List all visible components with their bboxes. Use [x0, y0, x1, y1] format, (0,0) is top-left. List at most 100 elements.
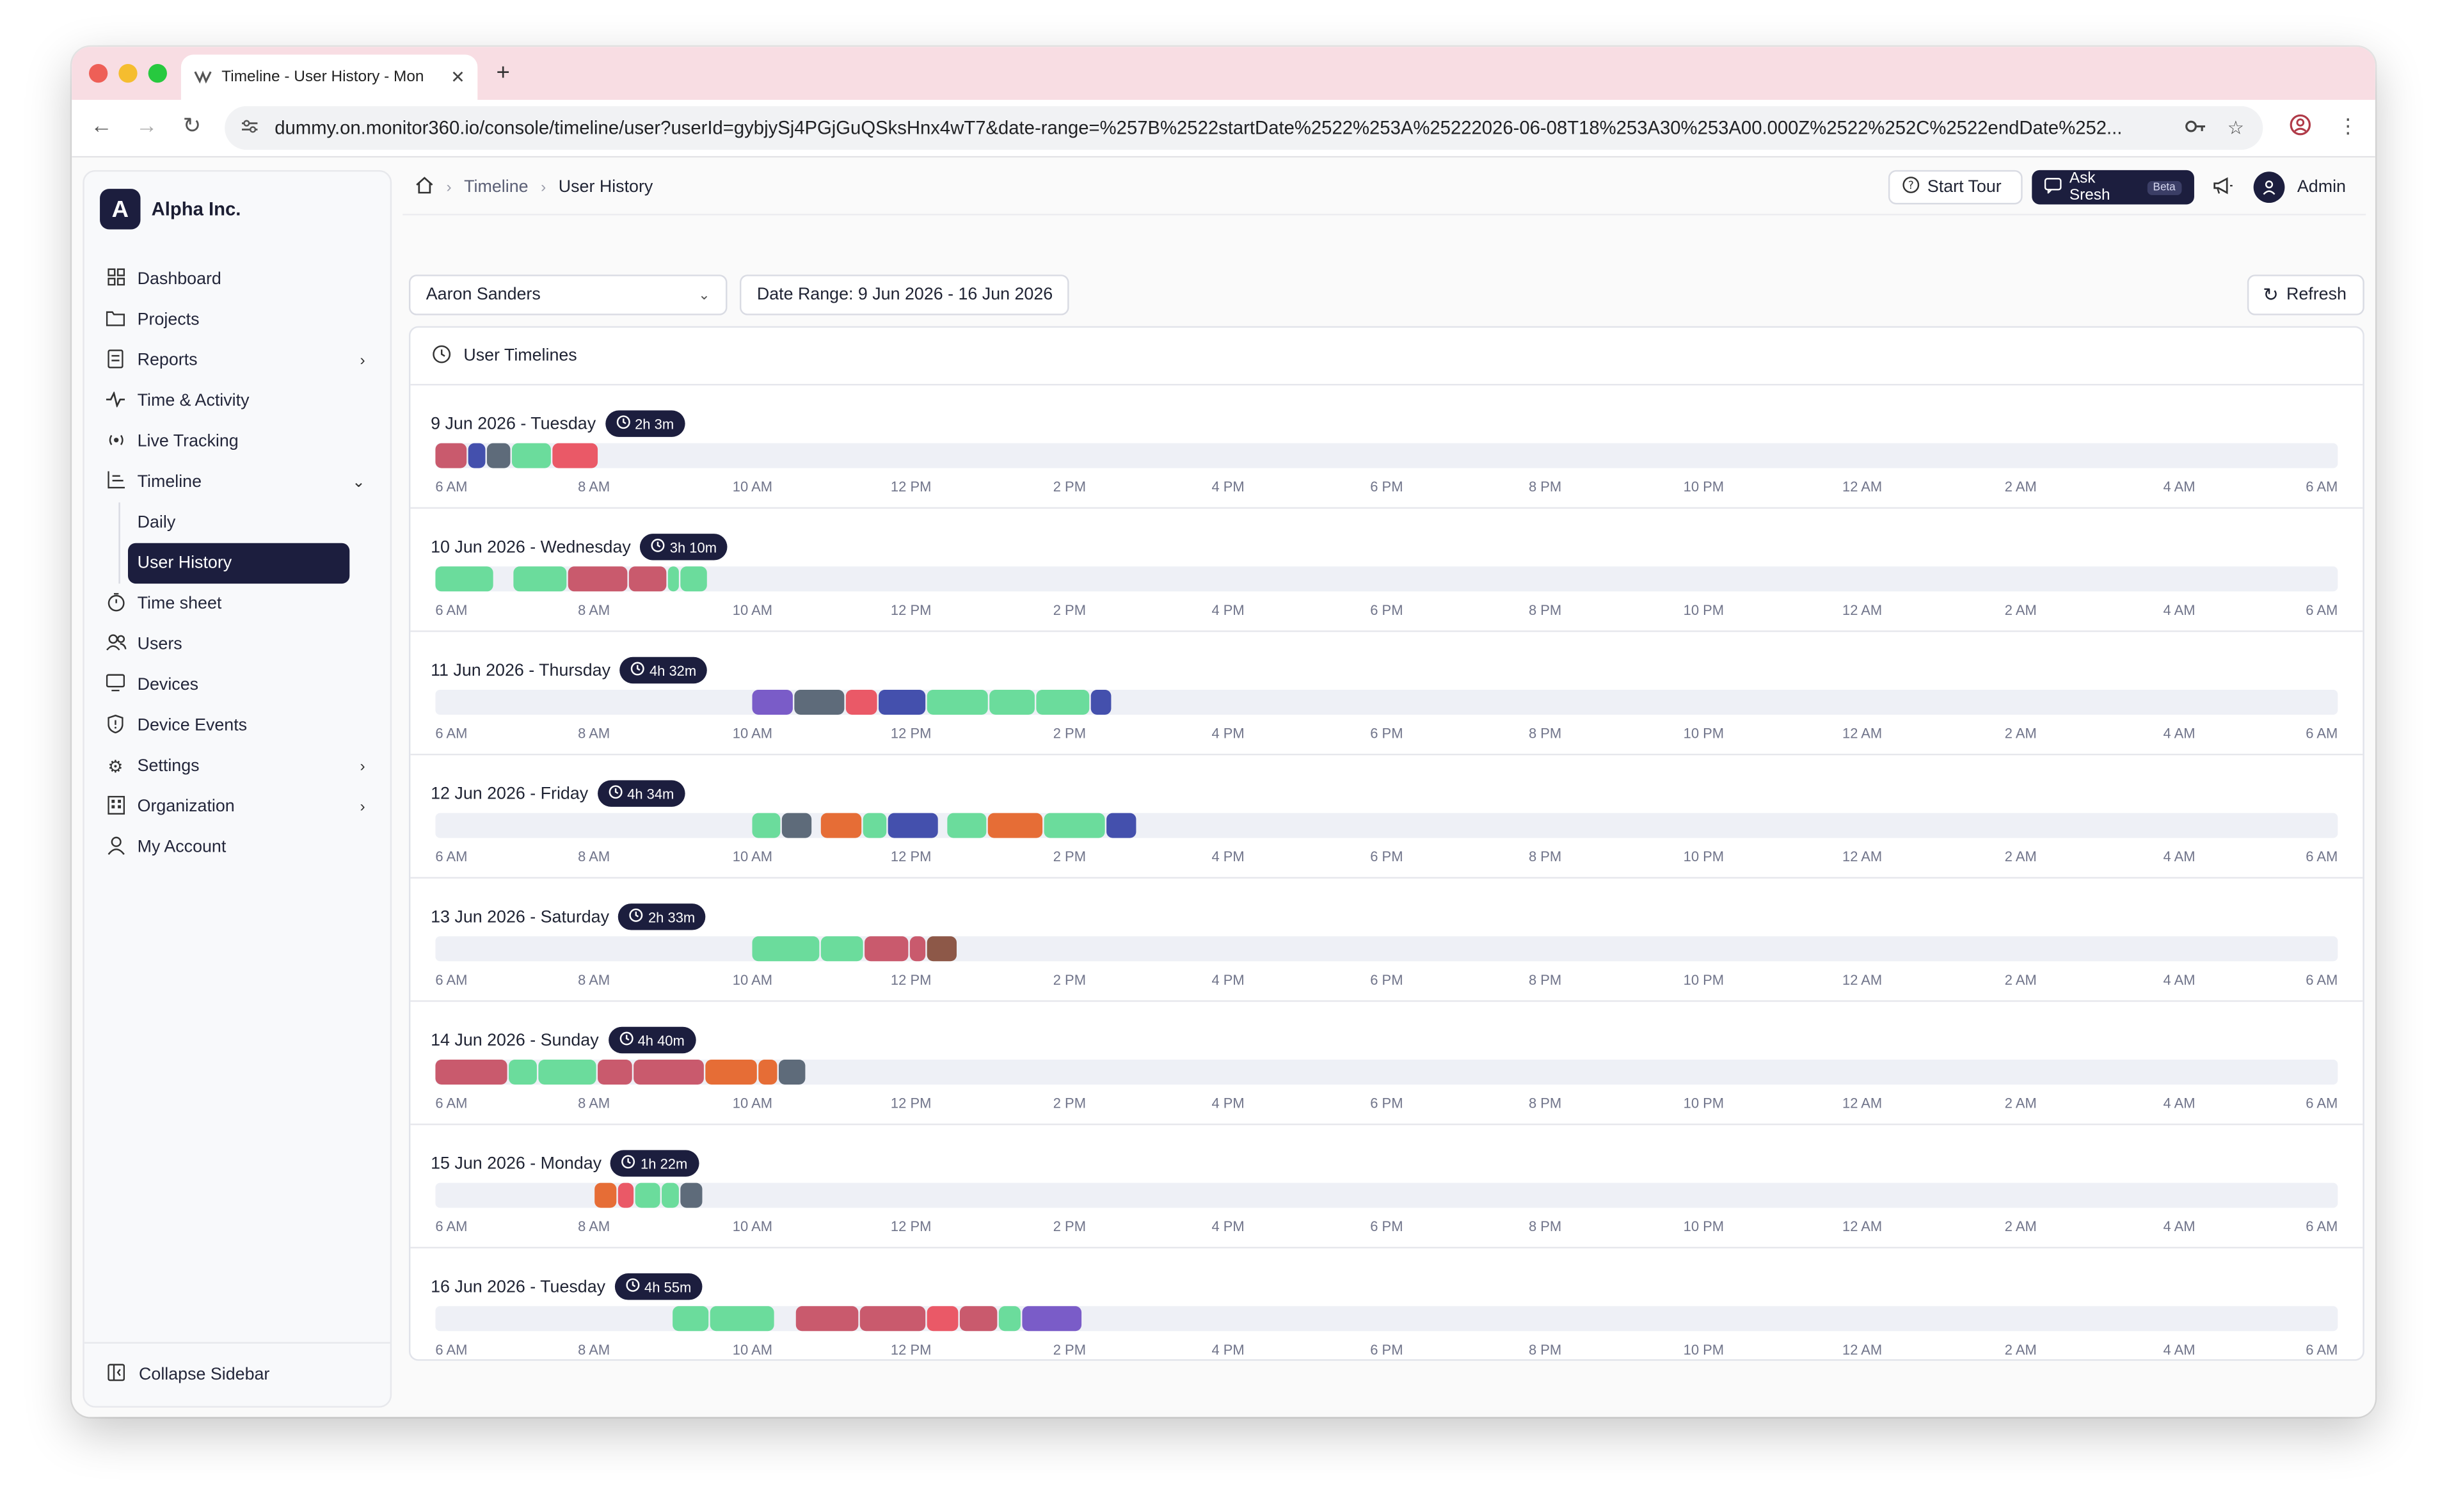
activity-segment[interactable] — [927, 936, 957, 962]
time-axis-tick-label: 4 AM — [2163, 848, 2196, 865]
sidebar-item-time-sheet[interactable]: Time sheet — [97, 584, 378, 624]
activity-segment[interactable] — [538, 1059, 596, 1085]
activity-segment[interactable] — [710, 1306, 775, 1332]
activity-segment[interactable] — [512, 443, 551, 468]
time-axis-tick-label: 8 PM — [1528, 1095, 1562, 1111]
ask-sresh-button[interactable]: Ask Sresh Beta — [2032, 170, 2194, 205]
activity-segment[interactable] — [793, 689, 844, 715]
sidebar-item-users[interactable]: Users — [97, 625, 378, 665]
sidebar-item-reports[interactable]: Reports › — [97, 340, 378, 381]
new-tab-button[interactable]: + — [496, 59, 510, 86]
time-axis-tick-label: 10 AM — [732, 602, 772, 618]
activity-segment[interactable] — [435, 1059, 507, 1085]
user-menu[interactable]: Admin — [2253, 171, 2346, 203]
activity-segment[interactable] — [752, 689, 792, 715]
activity-segment[interactable] — [1044, 813, 1106, 838]
sidebar-item-timeline[interactable]: Timeline ⌄ — [97, 462, 378, 502]
sidebar-item-my-account[interactable]: My Account — [97, 827, 378, 868]
activity-segment[interactable] — [667, 566, 680, 592]
activity-segment[interactable] — [821, 936, 864, 962]
password-key-icon[interactable] — [2185, 117, 2206, 139]
activity-segment[interactable] — [960, 1306, 997, 1332]
activity-segment[interactable] — [1022, 1306, 1081, 1332]
profile-icon[interactable] — [2290, 114, 2311, 140]
close-window-button[interactable] — [89, 63, 108, 83]
activity-segment[interactable] — [1036, 689, 1090, 715]
date-range-button[interactable]: Date Range: 9 Jun 2026 - 16 Jun 2026 — [739, 275, 1069, 315]
sidebar-item-device-events[interactable]: Device Events — [97, 705, 378, 745]
activity-segment[interactable] — [752, 936, 820, 962]
activity-segment[interactable] — [568, 566, 628, 592]
activity-segment[interactable] — [673, 1306, 709, 1332]
activity-segment[interactable] — [661, 1182, 680, 1208]
activity-segment[interactable] — [635, 1182, 660, 1208]
activity-segment[interactable] — [927, 689, 987, 715]
activity-segment[interactable] — [752, 813, 781, 838]
sidebar-item-projects[interactable]: Projects — [97, 299, 378, 340]
org-switcher[interactable]: A Alpha Inc. — [100, 189, 241, 230]
activity-segment[interactable] — [865, 936, 908, 962]
activity-segment[interactable] — [796, 1306, 858, 1332]
activity-segment[interactable] — [552, 443, 598, 468]
maximize-window-button[interactable] — [148, 63, 167, 83]
bookmark-star-icon[interactable]: ☆ — [2227, 116, 2244, 139]
activity-segment[interactable] — [629, 566, 666, 592]
collapse-sidebar-button[interactable]: Collapse Sidebar — [84, 1342, 390, 1406]
sidebar-item-dashboard[interactable]: Dashboard — [97, 259, 378, 299]
activity-segment[interactable] — [989, 689, 1035, 715]
refresh-button[interactable]: ↻ Refresh — [2247, 275, 2364, 315]
activity-segment[interactable] — [887, 813, 937, 838]
sidebar-item-time-activity[interactable]: Time & Activity — [97, 381, 378, 421]
activity-segment[interactable] — [1090, 689, 1112, 715]
activity-segment[interactable] — [781, 813, 812, 838]
activity-segment[interactable] — [1106, 813, 1136, 838]
activity-segment[interactable] — [618, 1182, 634, 1208]
time-axis-tick-label: 2 AM — [2004, 1095, 2037, 1111]
activity-segment[interactable] — [758, 1059, 777, 1085]
activity-segment[interactable] — [859, 1306, 925, 1332]
activity-segment[interactable] — [594, 1182, 616, 1208]
activity-segment[interactable] — [468, 443, 486, 468]
activity-segment[interactable] — [705, 1059, 757, 1085]
activity-segment[interactable] — [879, 689, 925, 715]
activity-segment[interactable] — [778, 1059, 805, 1085]
activity-segment[interactable] — [927, 1306, 959, 1332]
activity-segment[interactable] — [508, 1059, 537, 1085]
activity-segment[interactable] — [681, 1182, 702, 1208]
sidebar-item-user-history[interactable]: User History — [127, 543, 350, 584]
reload-icon[interactable]: ↻ — [182, 112, 202, 138]
breadcrumb-timeline[interactable]: Timeline — [464, 178, 529, 197]
activity-segment[interactable] — [863, 813, 886, 838]
tab-close-icon[interactable]: ✕ — [450, 68, 465, 88]
app-root: A Alpha Inc. Dashboard Projects Reports — [72, 157, 2375, 1417]
activity-segment[interactable] — [681, 566, 708, 592]
browser-tab-active[interactable]: Timeline - User History - Mon ✕ — [180, 54, 478, 100]
activity-segment[interactable] — [821, 813, 862, 838]
activity-segment[interactable] — [435, 566, 493, 592]
browser-menu-icon[interactable]: ⋮ — [2338, 114, 2359, 138]
sidebar-item-organization[interactable]: Organization › — [97, 786, 378, 827]
back-arrow-icon[interactable]: ← — [90, 112, 113, 138]
site-settings-icon[interactable] — [241, 118, 266, 138]
activity-segment[interactable] — [909, 936, 925, 962]
user-select[interactable]: Aaron Sanders ⌄ — [408, 275, 728, 315]
sidebar-item-daily[interactable]: Daily — [128, 502, 378, 543]
forward-arrow-icon[interactable]: → — [136, 112, 158, 138]
activity-segment[interactable] — [598, 1059, 632, 1085]
sidebar-item-settings[interactable]: ⚙ Settings › — [97, 746, 378, 786]
minimize-window-button[interactable] — [118, 63, 138, 83]
activity-segment[interactable] — [998, 1306, 1021, 1332]
start-tour-button[interactable]: ? Start Tour — [1888, 170, 2023, 205]
activity-segment[interactable] — [987, 813, 1043, 838]
sidebar-item-live-tracking[interactable]: Live Tracking — [97, 421, 378, 461]
activity-segment[interactable] — [634, 1059, 704, 1085]
home-icon[interactable] — [415, 177, 434, 198]
activity-segment[interactable] — [845, 689, 878, 715]
activity-segment[interactable] — [486, 443, 511, 468]
activity-segment[interactable] — [946, 813, 987, 838]
activity-segment[interactable] — [435, 443, 468, 468]
address-bar[interactable]: dummy.on.monitor360.io/console/timeline/… — [225, 106, 2263, 150]
announcements-megaphone-icon[interactable] — [2213, 177, 2233, 200]
sidebar-item-devices[interactable]: Devices — [97, 665, 378, 705]
activity-segment[interactable] — [513, 566, 566, 592]
